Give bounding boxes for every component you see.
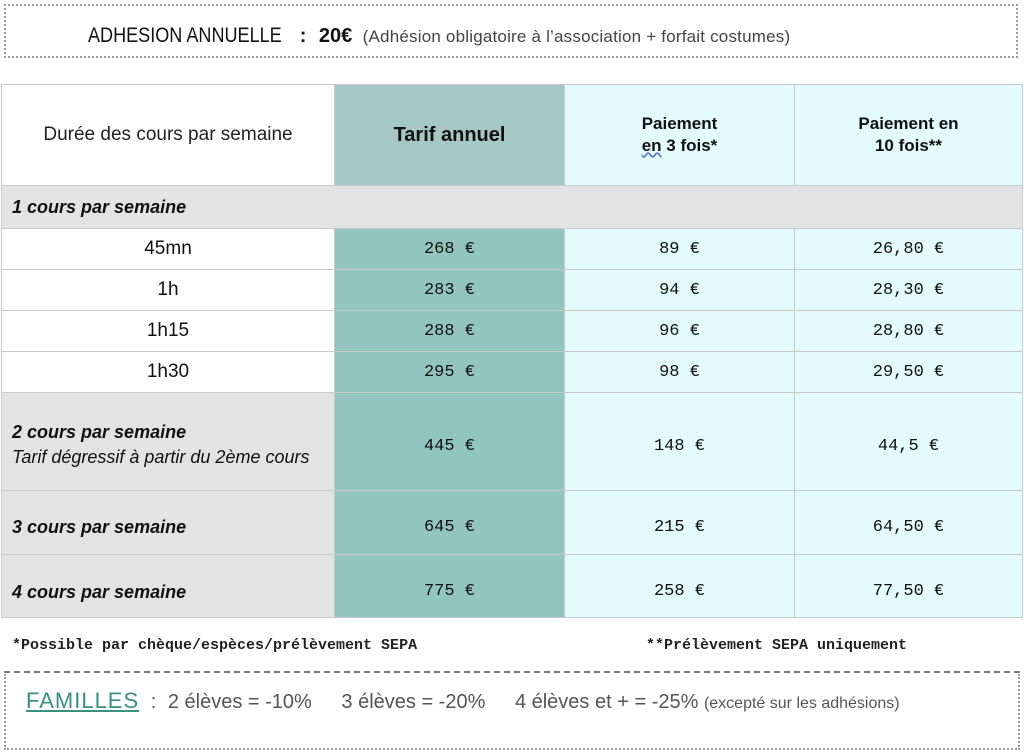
membership-note: (Adhésion obligatoire à l’association + … <box>362 27 791 46</box>
table-row: 1h 283 € 94 € 28,30 € <box>1 269 1023 311</box>
membership-separator: : <box>299 25 307 47</box>
annual-fee-cell: 445 € <box>334 392 565 491</box>
group-two-courses-title: 2 cours par semaine <box>12 422 187 442</box>
note-three-payments: *Possible par chèque/espèces/prélèvement… <box>12 637 418 654</box>
pay-3-cell: 98 € <box>564 351 795 393</box>
families-discount-3: 3 élèves = -20% <box>341 691 486 713</box>
duration-cell: 1h30 <box>1 351 335 393</box>
families-separator: : <box>150 691 157 713</box>
group-three-courses-label: 3 cours par semaine <box>1 490 335 555</box>
section-row: 1 cours par semaine <box>1 185 1023 229</box>
membership-amount: 20€ <box>318 25 353 47</box>
pay-10-cell: 26,80 € <box>794 228 1023 270</box>
duration-cell: 1h <box>1 269 335 311</box>
pay-3-cell: 96 € <box>564 310 795 352</box>
annual-fee-cell: 645 € <box>334 490 565 555</box>
families-note: (excepté sur les adhésions) <box>703 695 900 712</box>
annual-fee-cell: 283 € <box>334 269 565 311</box>
header-pay-3-line1: Paiement <box>641 114 718 133</box>
families-text: FAMILLES : 2 élèves = -10% 3 élèves = -2… <box>26 688 900 714</box>
group-four-courses-label: 4 cours par semaine <box>1 554 335 618</box>
families-banner: FAMILLES : 2 élèves = -10% 3 élèves = -2… <box>4 674 1020 750</box>
table-header-row: Durée des cours par semaine Tarif annuel… <box>1 84 1023 186</box>
table-row: 2 cours par semaine Tarif dégressif à pa… <box>1 392 1023 491</box>
families-discount-4: 4 élèves et + = -25% <box>514 691 699 713</box>
header-pay-10-line2: 10 fois** <box>874 136 943 155</box>
pay-3-cell: 94 € <box>564 269 795 311</box>
header-pay-10-line1: Paiement en <box>858 114 959 133</box>
pay-10-cell: 64,50 € <box>794 490 1023 555</box>
header-duration: Durée des cours par semaine <box>1 84 335 186</box>
header-annual-fee: Tarif annuel <box>334 84 565 186</box>
header-pay-3: Paiement en 3 fois* <box>564 84 795 186</box>
group-two-courses-subtitle: Tarif dégressif à partir du 2ème cours <box>12 447 310 467</box>
group-two-courses-label: 2 cours par semaine Tarif dégressif à pa… <box>1 392 335 491</box>
header-pay-3-en: en <box>641 136 662 155</box>
membership-text: ADHESION ANNUELLE : 20€ (Adhésion obliga… <box>88 24 790 48</box>
pay-3-cell: 148 € <box>564 392 795 491</box>
pay-3-cell: 89 € <box>564 228 795 270</box>
duration-cell: 1h15 <box>1 310 335 352</box>
pay-10-cell: 28,80 € <box>794 310 1023 352</box>
pay-10-cell: 29,50 € <box>794 351 1023 393</box>
header-pay-10: Paiement en 10 fois** <box>794 84 1023 186</box>
annual-fee-cell: 775 € <box>334 554 565 618</box>
duration-cell: 45mn <box>1 228 335 270</box>
membership-banner <box>4 4 1018 58</box>
pay-10-cell: 77,50 € <box>794 554 1023 618</box>
divider <box>4 671 1020 673</box>
section-one-course: 1 cours par semaine <box>1 185 1023 229</box>
annual-fee-cell: 288 € <box>334 310 565 352</box>
pay-10-cell: 44,5 € <box>794 392 1023 491</box>
table-row: 1h30 295 € 98 € 29,50 € <box>1 351 1023 393</box>
membership-label: ADHESION ANNUELLE <box>88 24 282 47</box>
table-row: 3 cours par semaine 645 € 215 € 64,50 € <box>1 490 1023 555</box>
pricing-table: Durée des cours par semaine Tarif annuel… <box>1 84 1023 618</box>
families-title: FAMILLES <box>26 688 140 713</box>
table-row: 4 cours par semaine 775 € 258 € 77,50 € <box>1 554 1023 618</box>
table-row: 45mn 268 € 89 € 26,80 € <box>1 228 1023 270</box>
note-ten-payments: **Prélèvement SEPA uniquement <box>646 637 908 654</box>
header-pay-3-rest: 3 fois* <box>661 136 718 155</box>
pay-3-cell: 215 € <box>564 490 795 555</box>
annual-fee-cell: 295 € <box>334 351 565 393</box>
families-discount-2: 2 élèves = -10% <box>167 691 312 713</box>
payment-notes: *Possible par chèque/espèces/prélèvement… <box>12 637 972 659</box>
table-row: 1h15 288 € 96 € 28,80 € <box>1 310 1023 352</box>
pay-10-cell: 28,30 € <box>794 269 1023 311</box>
pay-3-cell: 258 € <box>564 554 795 618</box>
annual-fee-cell: 268 € <box>334 228 565 270</box>
